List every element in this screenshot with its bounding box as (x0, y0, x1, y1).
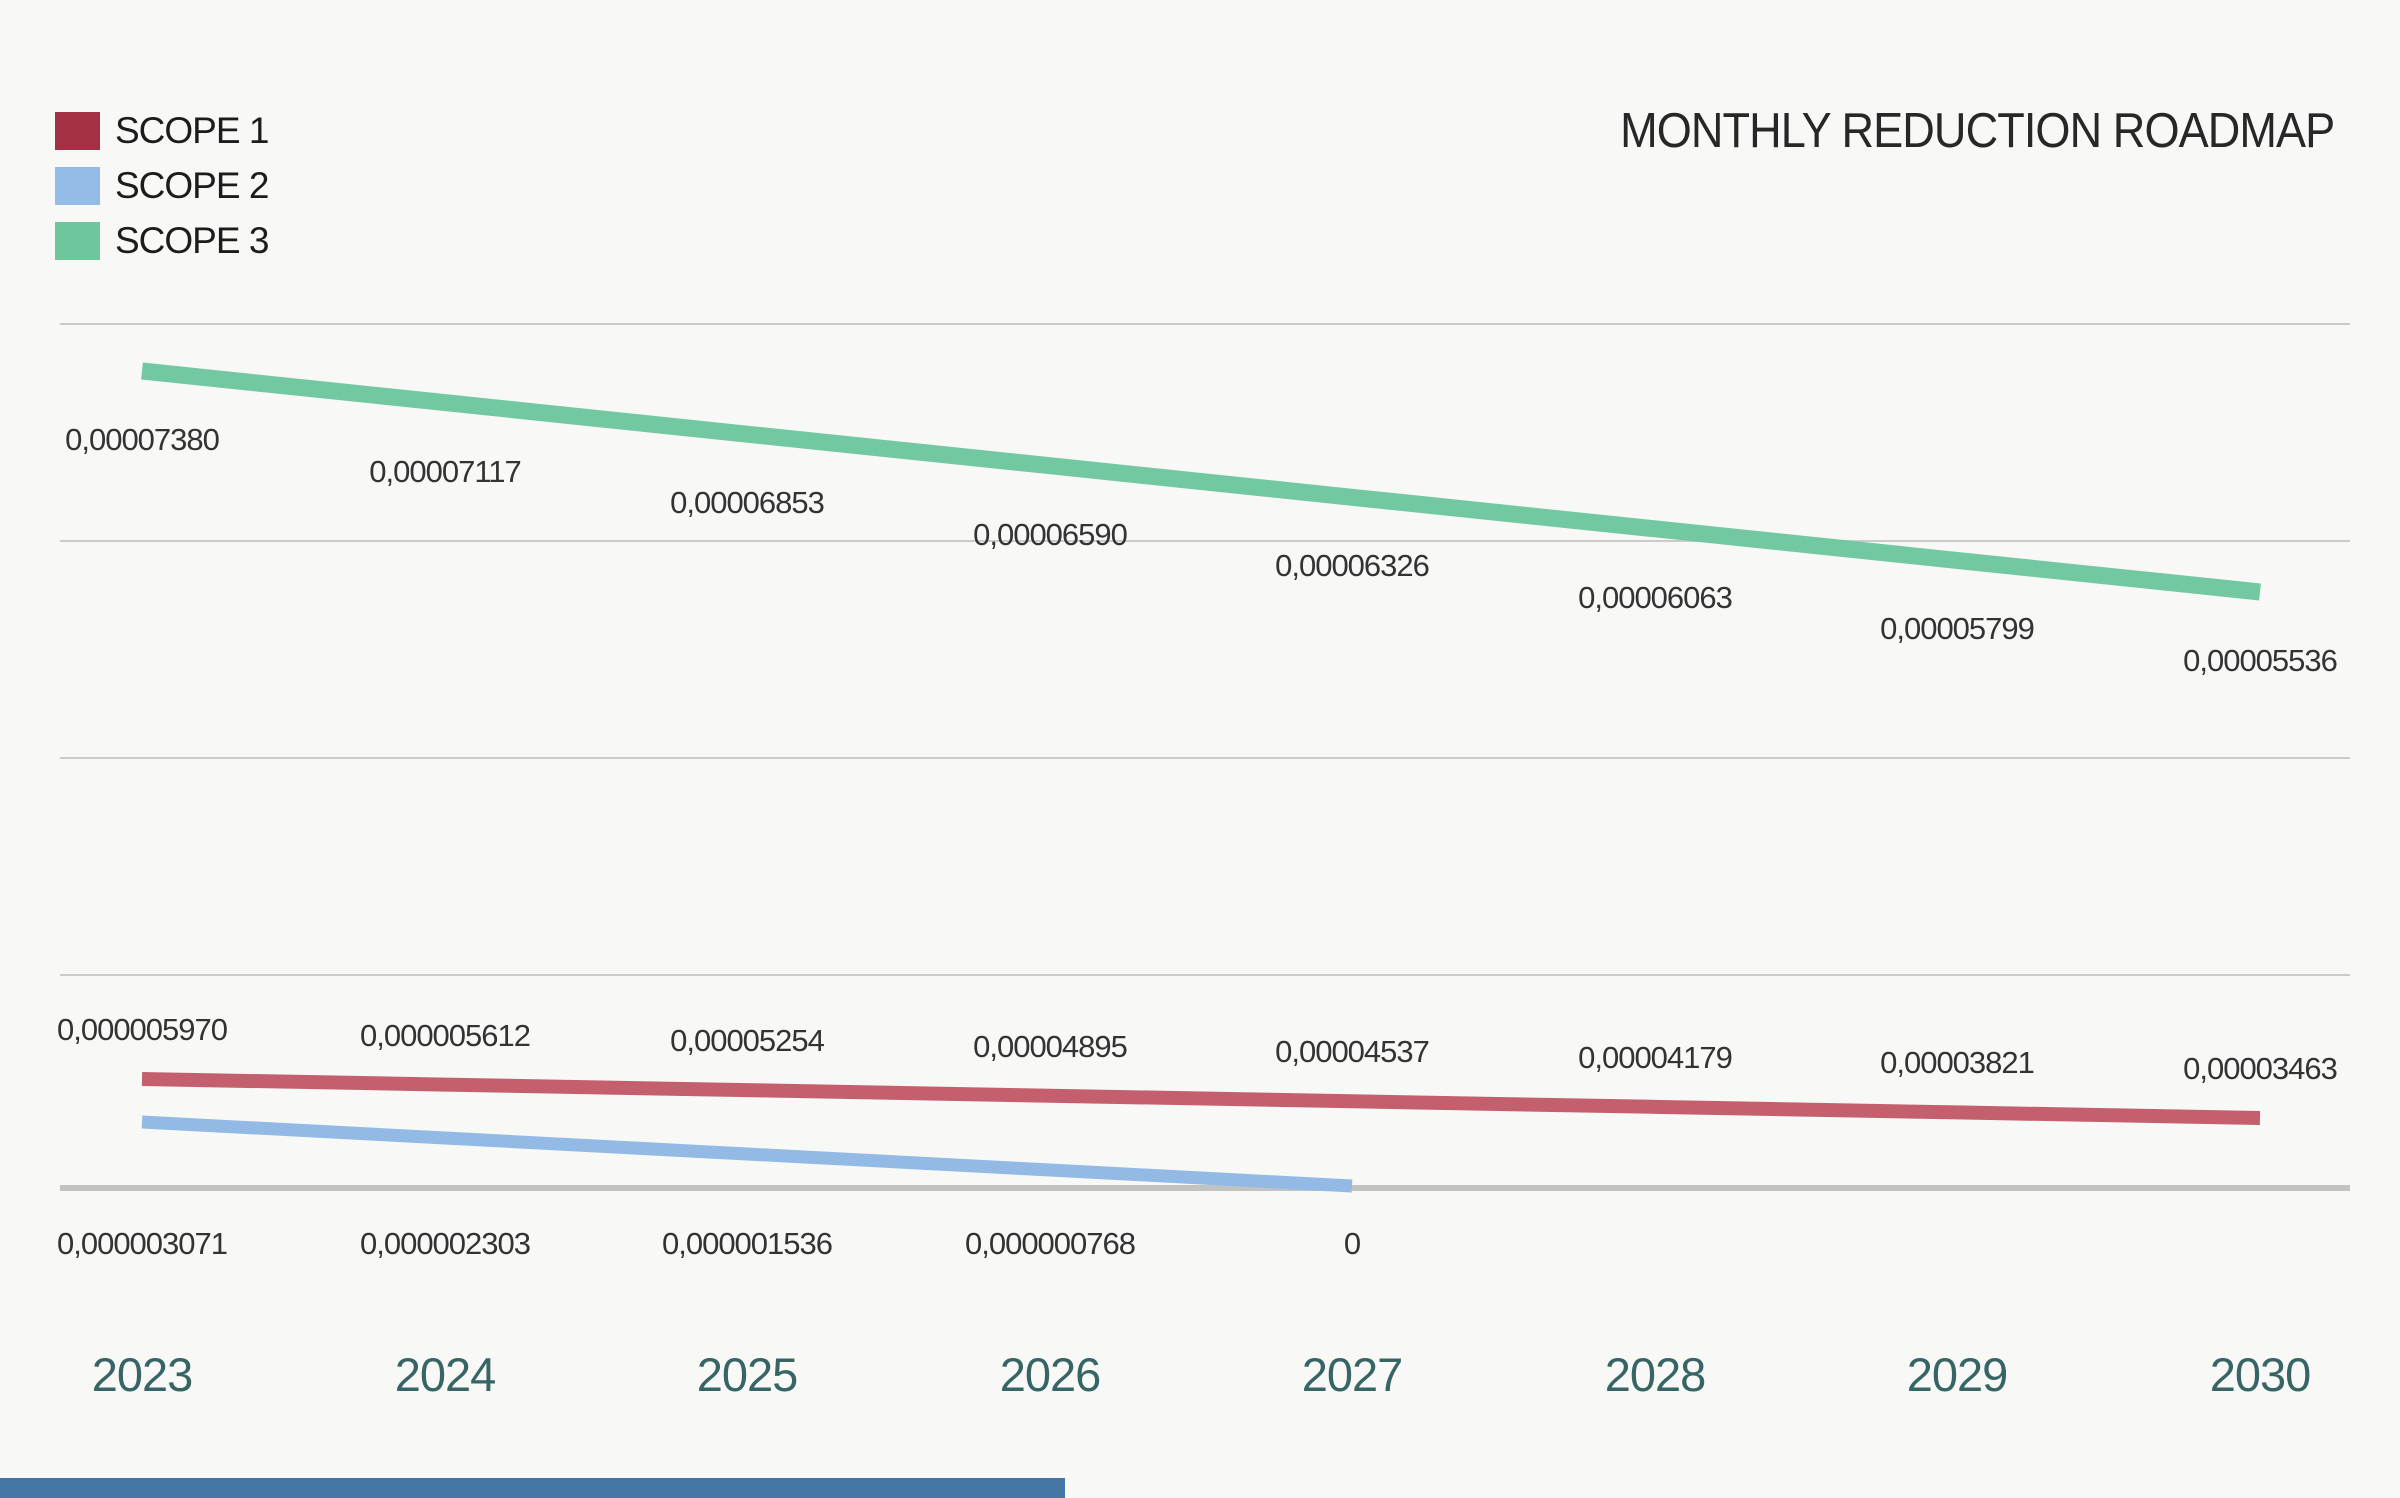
data-label-scope-1: 0,00004895 (973, 1028, 1128, 1064)
legend-label: SCOPE 1 (115, 110, 269, 151)
series-line-scope-3 (141, 362, 2261, 601)
legend-item-scope-3: SCOPE 3 (55, 220, 269, 262)
x-axis-label-2023: 2023 (91, 1348, 194, 1401)
data-label-scope-1: 0,00004179 (1578, 1039, 1733, 1075)
data-label-scope-1: 0,000005612 (359, 1017, 531, 1053)
data-label-scope-2: 0,000003071 (56, 1226, 228, 1261)
legend-swatch-icon (55, 112, 100, 150)
data-label-scope-3: 0,00007117 (369, 453, 521, 489)
x-axis-baseline (60, 1185, 2350, 1191)
legend-label: SCOPE 3 (115, 220, 269, 261)
gridline (60, 974, 2350, 976)
data-label-scope-1: 0,000005970 (56, 1012, 228, 1047)
footer-accent-bar (0, 1478, 1065, 1498)
legend: SCOPE 1 SCOPE 2 SCOPE 3 (55, 110, 269, 275)
x-axis-label-2027: 2027 (1301, 1348, 1404, 1401)
gridline (60, 323, 2350, 325)
x-axis-label-2024: 2024 (394, 1348, 497, 1401)
data-label-scope-3: 0,00007380 (65, 422, 220, 457)
data-label-scope-3: 0,00006853 (670, 485, 825, 521)
chart-title: MONTHLY REDUCTION ROADMAP (1619, 104, 2335, 158)
data-label-scope-1: 0,00003821 (1880, 1045, 2035, 1081)
x-axis-label-2026: 2026 (999, 1348, 1102, 1401)
data-label-scope-1: 0,00003463 (2183, 1051, 2338, 1086)
x-axis-label-2030: 2030 (2209, 1348, 2312, 1401)
data-label-scope-3: 0,00005799 (1880, 611, 2035, 647)
series-line-scope-2 (141, 1115, 1353, 1193)
series-line-scope-1 (141, 1072, 2261, 1125)
x-axis-label-2025: 2025 (696, 1348, 799, 1401)
data-label-scope-3: 0,00005536 (2183, 643, 2338, 678)
x-axis-label-2029: 2029 (1906, 1348, 2009, 1401)
legend-label: SCOPE 2 (115, 165, 269, 206)
data-label-scope-2: 0,000000768 (964, 1226, 1136, 1261)
data-label-scope-3: 0,00006063 (1578, 579, 1733, 615)
data-label-scope-2: 0,000002303 (359, 1226, 531, 1261)
data-label-scope-1: 0,00005254 (670, 1023, 825, 1059)
legend-swatch-icon (55, 222, 100, 260)
gridline (60, 757, 2350, 759)
data-label-scope-2: 0 (1343, 1226, 1361, 1261)
legend-item-scope-1: SCOPE 1 (55, 110, 269, 152)
data-label-scope-3: 0,00006326 (1275, 548, 1430, 584)
x-axis-label-2028: 2028 (1604, 1348, 1707, 1401)
gridline (60, 540, 2350, 542)
data-label-scope-1: 0,00004537 (1275, 1034, 1430, 1070)
data-label-scope-2: 0,000001536 (661, 1226, 833, 1261)
data-label-scope-3: 0,00006590 (973, 516, 1128, 552)
legend-item-scope-2: SCOPE 2 (55, 165, 269, 207)
legend-swatch-icon (55, 167, 100, 205)
